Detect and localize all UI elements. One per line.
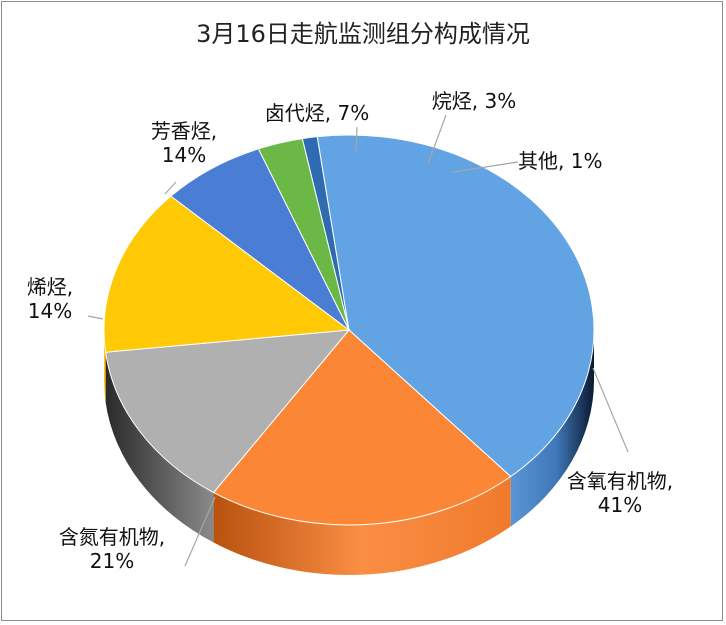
slice-含氧有机物-leader-line	[592, 367, 629, 453]
slice-芳香烃-label-line: 14%	[162, 143, 206, 167]
slice-烯烃	[105, 329, 351, 494]
slice-卤代烃-label-line: 卤代烃, 7%	[265, 101, 369, 125]
slice-芳香烃-label: 芳香烃, 14%	[151, 119, 217, 167]
slice-卤代烃-leader-line	[355, 126, 358, 153]
slice-含氧有机物-side	[510, 330, 594, 527]
slice-烯烃-label-line: 烯烃,	[27, 275, 73, 299]
slice-含氮有机物-side	[213, 476, 511, 575]
slice-含氮有机物	[212, 329, 512, 526]
slice-烷烃	[257, 138, 350, 331]
slice-含氮有机物-label-line: 含氮有机物,	[59, 525, 165, 549]
slice-烷烃-leader-line	[427, 114, 447, 165]
slice-烯烃-label-line: 14%	[28, 299, 72, 323]
slice-烷烃-label-line: 烷烃, 3%	[432, 89, 516, 113]
slice-含氮有机物-label-line: 21%	[90, 549, 134, 573]
slice-卤代烃-label: 卤代烃, 7%	[265, 101, 369, 125]
slice-其他-leader-line	[452, 161, 519, 173]
slice-芳香烃-side	[104, 330, 106, 403]
slice-其他-label: 其他, 1%	[518, 149, 602, 173]
slice-芳香烃	[103, 195, 351, 353]
chart-title: 3月16日走航监测组分构成情况	[196, 20, 530, 48]
slice-含氮有机物-leader-line	[184, 496, 216, 567]
slice-烯烃-side	[105, 352, 214, 543]
slice-卤代烃	[170, 148, 350, 331]
slice-烷烃-label: 烷烃, 3%	[432, 89, 516, 113]
slice-其他-label-line: 其他, 1%	[518, 149, 602, 173]
slice-含氧有机物-label-line: 含氧有机物,	[567, 469, 673, 493]
slice-芳香烃-leader-line	[164, 181, 177, 195]
slice-烯烃-leader-line	[87, 315, 104, 320]
slice-含氧有机物-label: 含氧有机物, 41%	[567, 469, 673, 517]
slice-含氧有机物-label-line: 41%	[598, 493, 642, 517]
slice-烯烃-label: 烯烃, 14%	[27, 275, 73, 323]
slice-含氮有机物-label: 含氮有机物, 21%	[59, 525, 165, 573]
slice-芳香烃-label-line: 芳香烃,	[151, 119, 217, 143]
slice-含氧有机物	[316, 134, 595, 478]
